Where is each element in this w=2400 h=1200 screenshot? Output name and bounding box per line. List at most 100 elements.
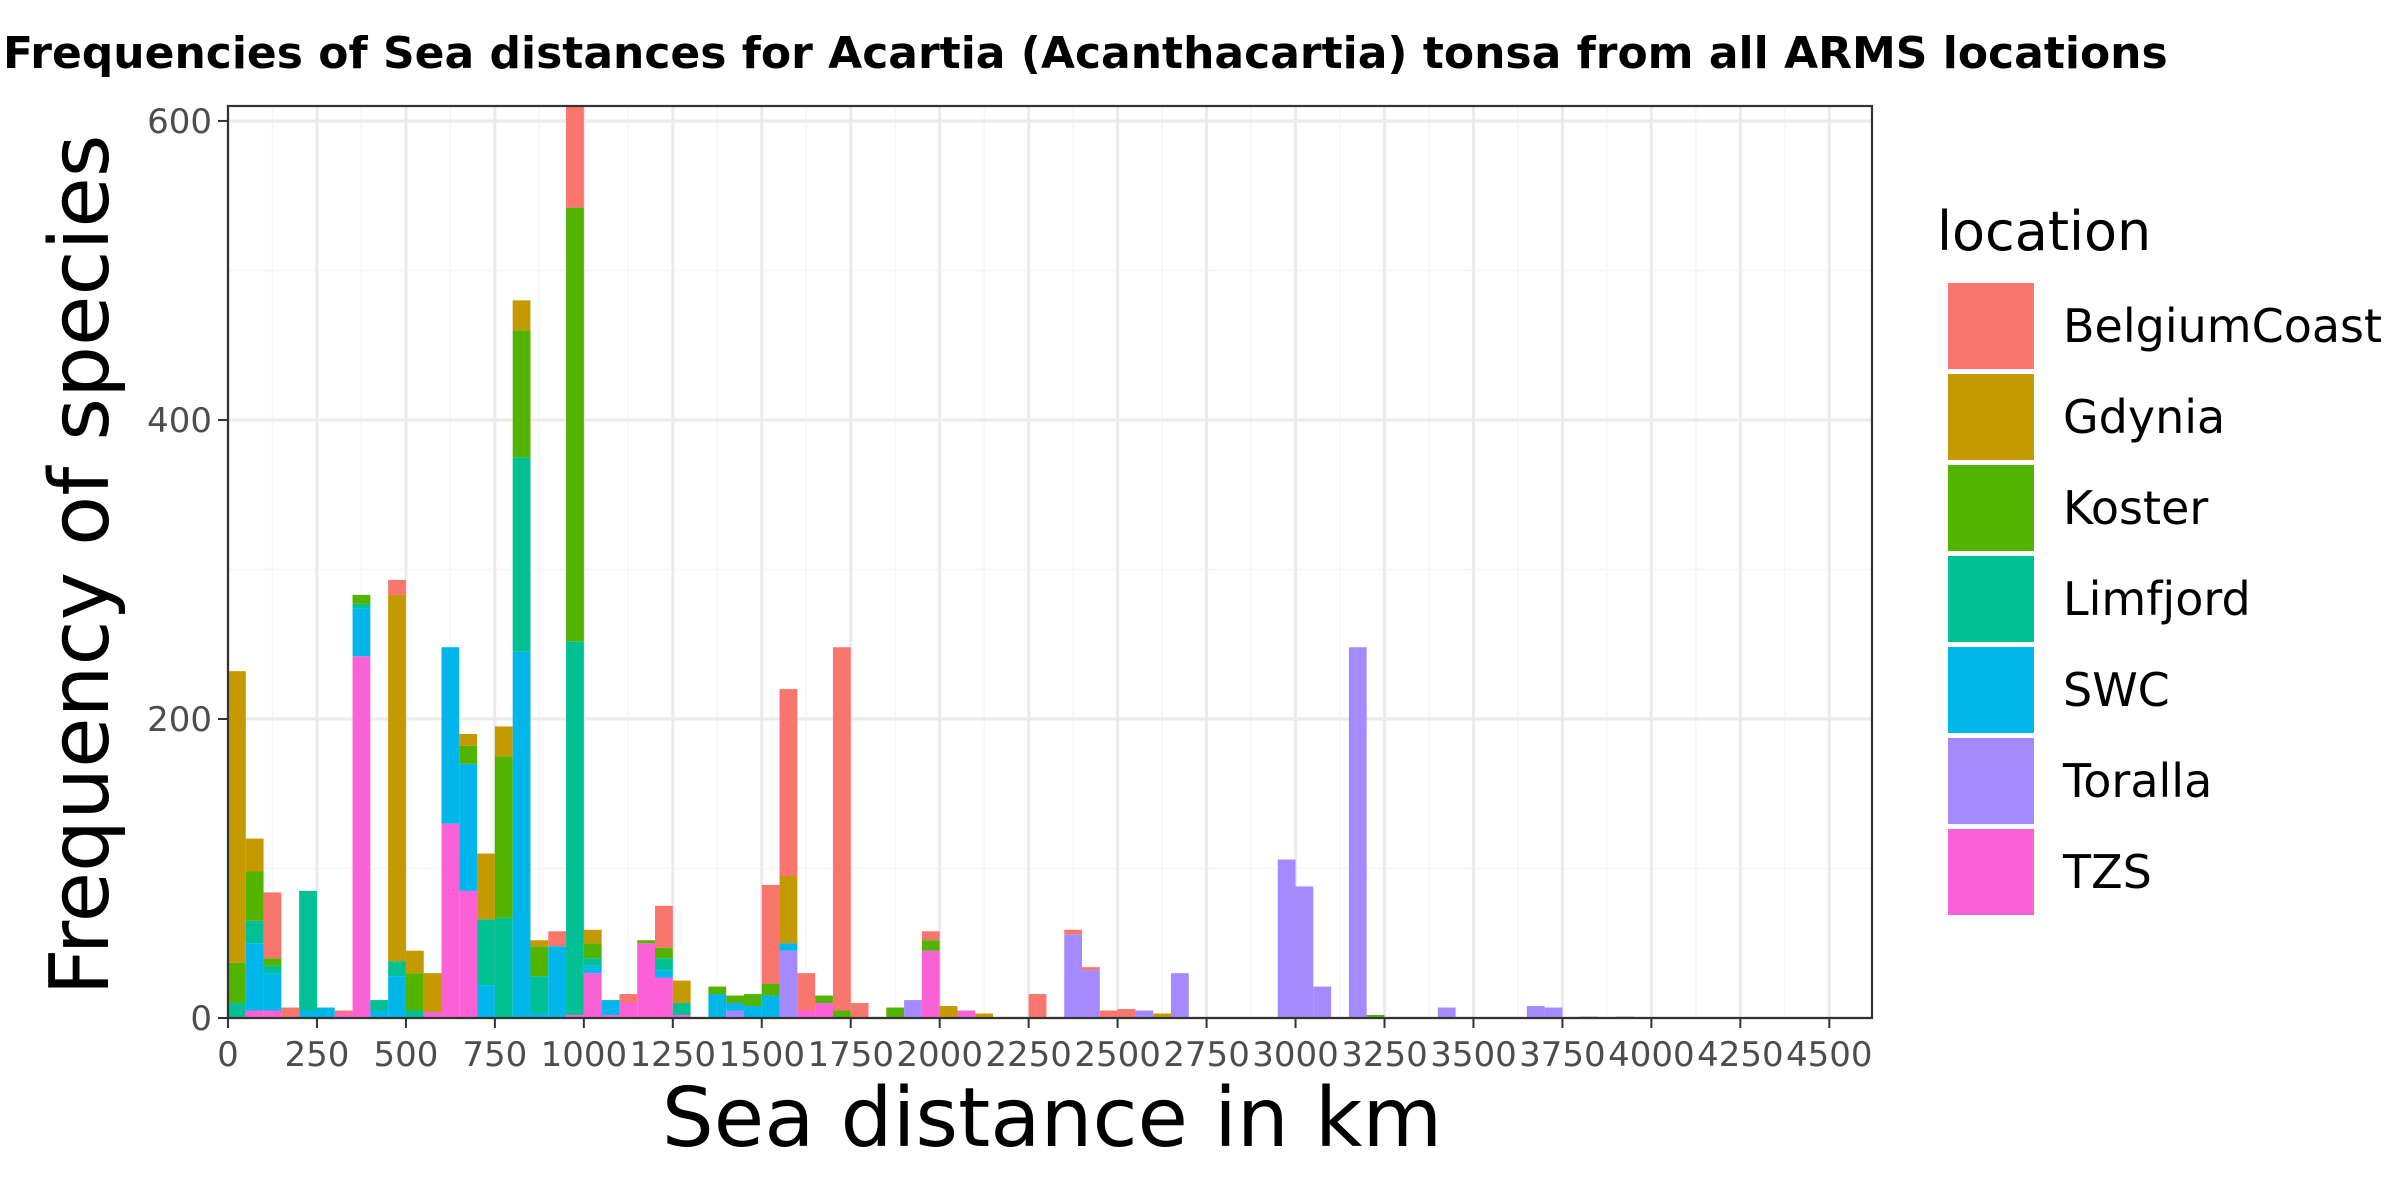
x-axis: 0 250 500 750 1000 1250 1500 1750 2000 2250 2500 27… bbox=[217, 1018, 1873, 1075]
bar-segment-tzs bbox=[797, 1010, 816, 1018]
legend-item-koster: Koster bbox=[1948, 465, 2208, 551]
legend-item-belgiumcoast: BelgiumCoast bbox=[1948, 283, 2382, 369]
bar-segment-toralla bbox=[726, 1010, 744, 1018]
x-axis-title: Sea distance in km bbox=[662, 1071, 1443, 1166]
bar-segment-limfjord bbox=[228, 1003, 246, 1018]
bar-segment-swc bbox=[441, 647, 460, 824]
x-tick-label: 0 bbox=[217, 1035, 239, 1075]
bar-segment-limfjord bbox=[672, 1003, 691, 1016]
bar-segment-limfjord bbox=[655, 958, 673, 971]
bar-segment-koster bbox=[708, 986, 727, 995]
bar-segment-koster bbox=[637, 940, 656, 944]
bar-segment-gdynia bbox=[530, 940, 549, 947]
bar-segment-koster bbox=[405, 973, 424, 1011]
bar-segment-limfjord bbox=[299, 890, 317, 1011]
bar-segment-limfjord bbox=[352, 603, 371, 609]
y-tick-label: 600 bbox=[147, 102, 212, 142]
bar-segment-tzs bbox=[566, 1015, 584, 1018]
x-tick-label: 3750 bbox=[1519, 1035, 1606, 1075]
bar-segment-tzs bbox=[815, 1003, 833, 1018]
bar-segment-limfjord bbox=[405, 1010, 424, 1018]
bar-segment-toralla bbox=[1135, 1010, 1154, 1018]
legend-title: location bbox=[1937, 200, 2151, 263]
bar-segment-belgiumcoast bbox=[1064, 929, 1083, 935]
bar-segment-gdynia bbox=[459, 733, 478, 746]
bar-segment-swc bbox=[299, 1010, 317, 1018]
x-tick-label: 4250 bbox=[1697, 1035, 1784, 1075]
bar-segment-tzs bbox=[601, 1015, 620, 1018]
bar-segment-koster bbox=[726, 995, 744, 1004]
x-tick-label: 250 bbox=[285, 1035, 350, 1075]
bar-segment-belgiumcoast bbox=[655, 905, 673, 948]
x-tick-label: 4500 bbox=[1786, 1035, 1873, 1075]
legend-item-swc: SWC bbox=[1948, 647, 2170, 733]
bar-segment-toralla bbox=[1170, 973, 1189, 1018]
bar-segment-tzs bbox=[637, 943, 656, 1018]
bar-segment-limfjord bbox=[370, 1000, 389, 1011]
bar-segment-belgiumcoast bbox=[1117, 1009, 1136, 1018]
bar-segment-gdynia bbox=[228, 671, 246, 963]
bar-segment-belgiumcoast bbox=[921, 931, 940, 941]
bar-segment-toralla bbox=[1082, 970, 1100, 1018]
x-tick-label: 3000 bbox=[1252, 1035, 1339, 1075]
legend-items: BelgiumCoast Gdynia Koster Limfjord SWC Toral… bbox=[1948, 283, 2382, 915]
bar-segment-toralla bbox=[1526, 1006, 1545, 1018]
bar-segment-limfjord bbox=[583, 958, 602, 966]
bar-segment-belgiumcoast bbox=[850, 1003, 869, 1018]
legend-label: BelgiumCoast bbox=[2063, 299, 2382, 353]
bar-segment-koster bbox=[1366, 1015, 1385, 1018]
legend-label: SWC bbox=[2063, 663, 2170, 717]
bar-segment-swc bbox=[761, 995, 780, 1018]
bar-segment-belgiumcoast bbox=[832, 647, 851, 1011]
bar-segment-swc bbox=[601, 1000, 620, 1016]
bar-segment-koster bbox=[263, 958, 282, 966]
bar-segment-swc bbox=[530, 1013, 549, 1018]
bar-segment-koster bbox=[228, 962, 246, 1004]
legend-key-swc bbox=[1948, 647, 2034, 733]
bar-segment-belgiumcoast bbox=[388, 579, 406, 595]
bar-segment-gdynia bbox=[512, 300, 531, 331]
bar-segment-gdynia bbox=[975, 1013, 994, 1018]
legend-item-limfjord: Limfjord bbox=[1948, 556, 2251, 642]
bar-segment-belgiumcoast bbox=[281, 1007, 300, 1018]
bar-segment-belgiumcoast bbox=[1099, 1010, 1118, 1018]
x-tick-label: 750 bbox=[462, 1035, 527, 1075]
bar-segment-tzs bbox=[583, 973, 602, 1018]
bar-segment-tzs bbox=[423, 1012, 442, 1018]
bar-segment-koster bbox=[921, 940, 940, 951]
bar-segment-koster bbox=[530, 946, 549, 977]
legend-label: Gdynia bbox=[2063, 390, 2225, 444]
bar-segment-limfjord bbox=[388, 961, 406, 977]
legend-label: Limfjord bbox=[2063, 572, 2251, 626]
legend-key-gdynia bbox=[1948, 374, 2034, 460]
bar-segment-limfjord bbox=[263, 965, 282, 974]
bars bbox=[228, 106, 1634, 1018]
bar-segment-toralla bbox=[1064, 934, 1083, 1018]
bar-segment-swc bbox=[316, 1007, 335, 1018]
bar-segment-belgiumcoast bbox=[548, 931, 567, 947]
x-tick-label: 3500 bbox=[1430, 1035, 1517, 1075]
bar-segment-swc bbox=[245, 943, 264, 1011]
bar-segment-tzs bbox=[672, 1015, 691, 1018]
y-axis-title: Frequency of species bbox=[33, 134, 128, 995]
plot-panel bbox=[226, 104, 1874, 1020]
x-tick-label: 1500 bbox=[719, 1035, 806, 1075]
bar-segment-toralla bbox=[1348, 647, 1367, 1018]
bar-segment-toralla bbox=[1544, 1007, 1563, 1018]
bar-segment-swc bbox=[708, 994, 727, 1018]
bar-segment-limfjord bbox=[494, 917, 513, 1018]
bar-segment-koster bbox=[352, 594, 371, 604]
bar-segment-gdynia bbox=[939, 1006, 958, 1018]
bar-segment-swc bbox=[548, 946, 567, 1018]
bar-segment-koster bbox=[566, 207, 584, 642]
legend-item-toralla: Toralla bbox=[1948, 738, 2212, 824]
bar-segment-gdynia bbox=[423, 973, 442, 1013]
bar-segment-belgiumcoast bbox=[263, 892, 282, 959]
bar-segment-koster bbox=[815, 995, 833, 1004]
x-tick-label: 2250 bbox=[985, 1035, 1072, 1075]
bar-segment-tzs bbox=[263, 1010, 282, 1018]
bar-segment-swc bbox=[352, 608, 371, 657]
grid-minor bbox=[228, 106, 1872, 1018]
legend: location BelgiumCoast Gdynia Koster Limfjor… bbox=[1937, 200, 2382, 915]
